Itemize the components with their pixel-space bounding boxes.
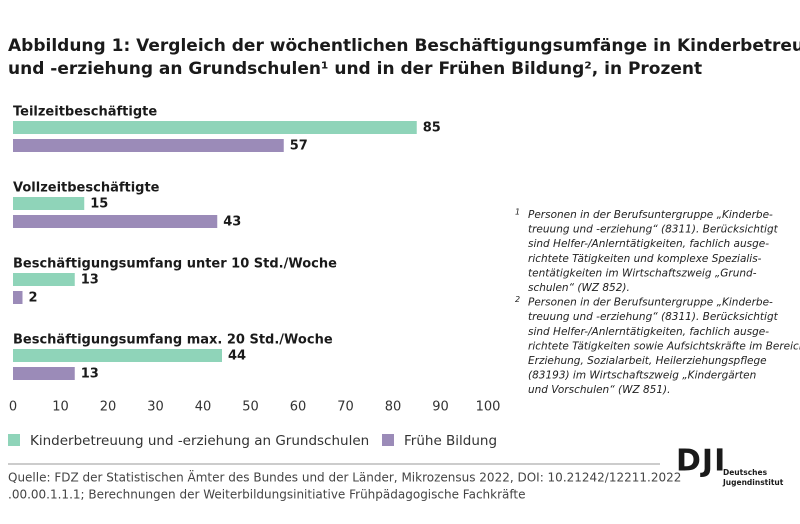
footnote-marker: 2 xyxy=(515,295,520,304)
value-label: 13 xyxy=(81,273,99,288)
footnote-line: richtete Tätigkeiten sowie Aufsichtskräf… xyxy=(528,340,800,352)
footnote-line: (83193) im Wirtschaftszweig „Kindergärte… xyxy=(528,370,756,382)
x-tick-label: 50 xyxy=(242,400,259,415)
footnote-line: tentätigkeiten im Wirtschaftszweig „Grun… xyxy=(528,267,757,279)
x-tick-label: 20 xyxy=(100,400,117,415)
x-tick-label: 60 xyxy=(290,400,307,415)
legend-label: Kinderbetreuung und -erziehung an Grunds… xyxy=(30,433,369,449)
logo-text: Deutsches xyxy=(723,468,768,477)
bar xyxy=(13,349,222,362)
x-tick-label: 70 xyxy=(337,400,354,415)
legend-label: Frühe Bildung xyxy=(404,433,497,449)
category-label: Vollzeitbeschäftigte xyxy=(13,181,160,196)
value-label: 57 xyxy=(290,139,308,154)
legend-swatch xyxy=(8,434,20,446)
x-tick-label: 100 xyxy=(476,400,501,415)
bar xyxy=(13,291,23,304)
footnote-line: Erziehung, Sozialarbeit, Heilerziehungsp… xyxy=(528,355,767,367)
footnote-line: schulen“ (WZ 852). xyxy=(528,282,630,294)
value-label: 13 xyxy=(81,367,99,382)
x-tick-label: 80 xyxy=(385,400,402,415)
source: Quelle: FDZ der Statistischen Ämter des … xyxy=(8,470,681,485)
value-label: 15 xyxy=(90,197,108,212)
value-label: 2 xyxy=(29,291,38,306)
legend-swatch xyxy=(382,434,394,446)
source: .00.00.1.1.1; Berechnungen der Weiterbil… xyxy=(8,488,526,502)
x-tick-label: 10 xyxy=(52,400,69,415)
logo-text: Jugendinstitut xyxy=(722,478,784,487)
value-label: 85 xyxy=(423,121,441,136)
logo-mark: DJI xyxy=(676,444,726,479)
chart-title: Abbildung 1: Vergleich der wöchentlichen… xyxy=(8,36,800,56)
chart-title: und -erziehung an Grundschulen¹ und in d… xyxy=(8,59,702,79)
x-tick-label: 30 xyxy=(147,400,164,415)
bar xyxy=(13,273,75,286)
bar xyxy=(13,197,85,210)
footnote-line: Personen in der Berufsuntergruppe „Kinde… xyxy=(528,297,773,309)
bar xyxy=(13,121,417,134)
x-tick-label: 90 xyxy=(432,400,449,415)
footnote-line: sind Helfer-/Anlerntätigkeiten, fachlich… xyxy=(528,238,769,250)
footnote-line: sind Helfer-/Anlerntätigkeiten, fachlich… xyxy=(528,326,769,338)
footnote-line: treuung und -erziehung“ (8311). Berücksi… xyxy=(528,224,779,236)
value-label: 43 xyxy=(223,215,241,230)
category-label: Beschäftigungsumfang max. 20 Std./Woche xyxy=(13,333,333,348)
footnote-line: Personen in der Berufsuntergruppe „Kinde… xyxy=(528,209,773,221)
category-label: Teilzeitbeschäftigte xyxy=(13,105,157,120)
bar xyxy=(13,215,218,228)
x-tick-label: 40 xyxy=(195,400,212,415)
category-label: Beschäftigungsumfang unter 10 Std./Woche xyxy=(13,257,337,272)
footnote-line: und Vorschulen“ (WZ 851). xyxy=(528,384,670,396)
bar xyxy=(13,139,284,152)
bar xyxy=(13,367,75,380)
footnote-line: richtete Tätigkeiten und komplexe Spezia… xyxy=(528,253,762,265)
x-tick-label: 0 xyxy=(9,400,17,415)
footnote-line: treuung und -erziehung“ (8311). Berücksi… xyxy=(528,311,779,323)
footnote-marker: 1 xyxy=(515,208,520,217)
value-label: 44 xyxy=(228,349,246,364)
